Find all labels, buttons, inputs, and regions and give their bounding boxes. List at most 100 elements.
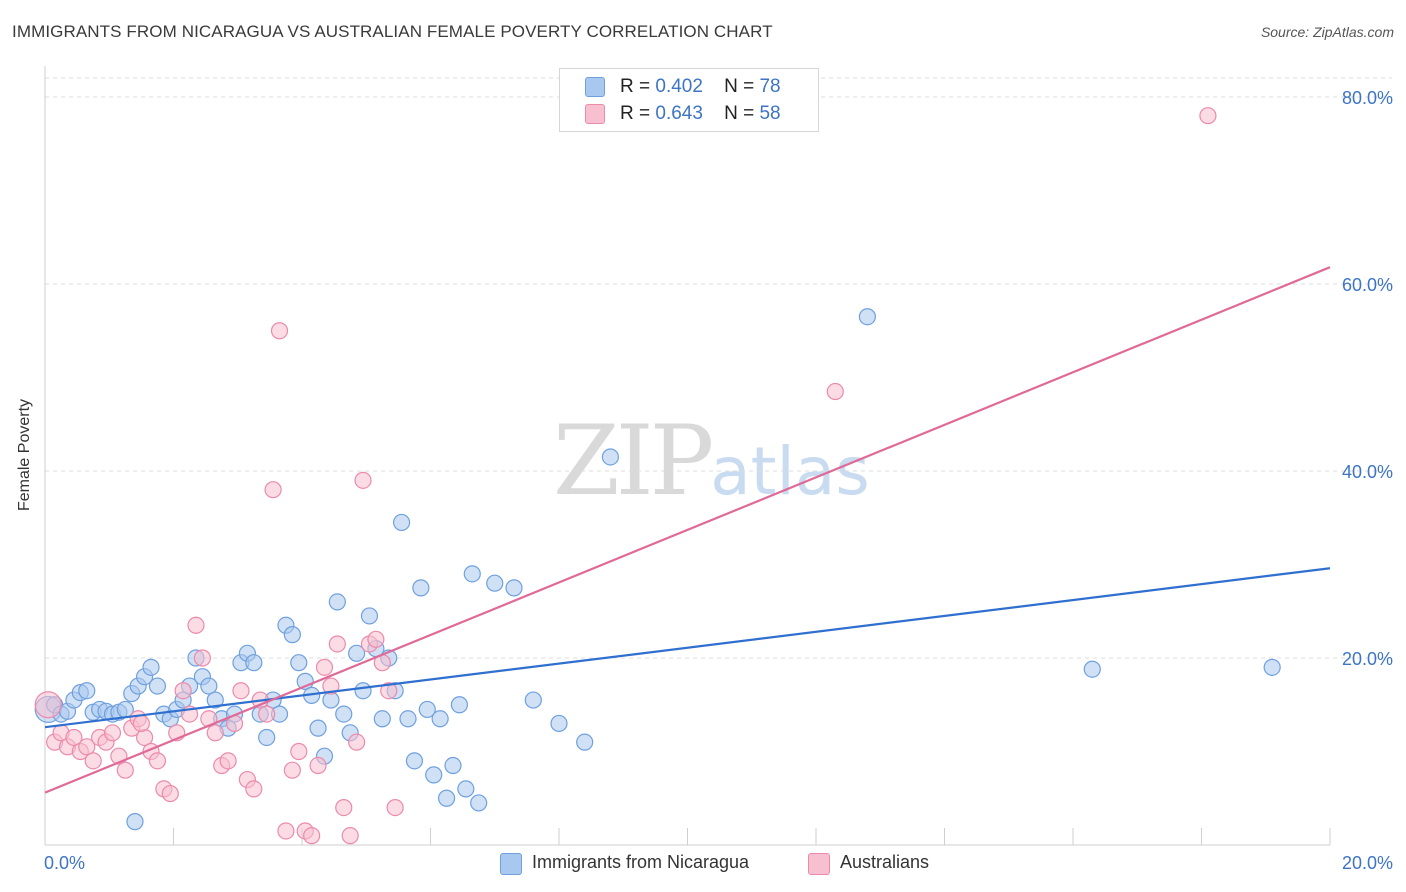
point-nicaragua	[1083, 660, 1101, 678]
point-nicaragua	[858, 308, 877, 326]
watermark-zip: ZIP	[553, 405, 714, 517]
point-nicaragua	[392, 513, 411, 532]
legend-swatch-nicaragua	[585, 77, 605, 97]
legend-n-label: N =	[724, 103, 755, 124]
point-australians	[34, 691, 62, 719]
point-australians	[322, 677, 340, 695]
point-australians	[78, 738, 96, 756]
point-australians	[341, 827, 359, 845]
point-nicaragua	[148, 677, 167, 695]
y-axis-title: Female Poverty	[16, 398, 33, 512]
point-nicaragua	[418, 700, 436, 719]
point-nicaragua	[373, 710, 391, 728]
point-nicaragua	[437, 789, 456, 807]
point-nicaragua	[206, 691, 224, 709]
point-australians	[116, 761, 134, 779]
point-nicaragua	[425, 766, 443, 784]
trendline-nicaragua	[44, 567, 1331, 729]
point-nicaragua	[405, 752, 424, 770]
point-australians	[65, 728, 83, 747]
point-nicaragua	[576, 733, 594, 751]
legend-r-value: 0.402	[655, 76, 703, 97]
point-australians	[84, 752, 102, 770]
point-australians	[380, 682, 398, 700]
legend-r-value: 0.643	[655, 103, 703, 124]
legend-label-nicaragua: Immigrants from Nicaragua	[532, 852, 750, 872]
point-australians	[386, 798, 404, 817]
legend-swatch-australians	[585, 104, 605, 124]
point-nicaragua	[463, 565, 481, 583]
correlation-legend: R = 0.402 N = 78 R = 0.643 N = 58	[559, 68, 819, 132]
point-nicaragua	[354, 682, 372, 700]
point-nicaragua	[348, 644, 366, 662]
point-nicaragua	[290, 654, 308, 672]
point-australians	[245, 780, 263, 798]
point-nicaragua	[470, 794, 488, 812]
legend-r-label: R =	[620, 76, 651, 97]
point-nicaragua	[309, 719, 327, 737]
point-australians	[283, 761, 301, 779]
point-nicaragua	[450, 696, 469, 714]
point-nicaragua	[457, 780, 475, 798]
point-australians	[161, 784, 179, 803]
source-label: Source: ZipAtlas.com	[1260, 24, 1394, 40]
point-australians	[309, 756, 327, 775]
point-australians	[1199, 107, 1217, 125]
point-nicaragua	[360, 607, 379, 625]
point-nicaragua	[126, 813, 144, 831]
point-nicaragua	[412, 579, 430, 597]
point-australians	[219, 752, 237, 770]
point-australians	[270, 322, 289, 340]
y-tick-label: 20.0%	[1342, 649, 1393, 669]
point-australians	[206, 724, 224, 742]
point-australians	[290, 742, 308, 761]
point-nicaragua	[335, 705, 353, 723]
point-nicaragua	[142, 658, 160, 676]
point-australians	[132, 714, 150, 733]
point-australians	[335, 798, 353, 817]
legend-swatch-nicaragua	[500, 853, 522, 875]
point-australians	[367, 630, 385, 648]
point-nicaragua	[78, 682, 96, 700]
point-nicaragua	[328, 593, 346, 611]
point-australians	[264, 481, 282, 499]
point-australians	[187, 616, 205, 634]
y-tick-label: 80.0%	[1342, 88, 1393, 108]
y-tick-label: 40.0%	[1342, 462, 1393, 482]
point-nicaragua	[550, 714, 568, 733]
point-nicaragua	[258, 728, 276, 747]
legend-n-label: N =	[724, 76, 755, 97]
legend-swatch-australians	[808, 853, 830, 875]
trendline-australians	[44, 266, 1331, 794]
legend-n-value: 78	[759, 76, 781, 97]
x-tick-label: 0.0%	[44, 853, 85, 873]
point-australians	[103, 724, 122, 742]
point-nicaragua	[399, 710, 417, 728]
point-australians	[354, 471, 372, 489]
point-nicaragua	[283, 626, 301, 644]
point-australians	[277, 822, 295, 840]
point-nicaragua	[1263, 658, 1281, 676]
point-australians	[174, 682, 192, 700]
point-australians	[315, 658, 334, 676]
legend-n-value: 58	[759, 103, 781, 124]
point-nicaragua	[200, 677, 218, 695]
point-australians	[328, 635, 346, 653]
point-nicaragua	[524, 691, 542, 709]
point-australians	[232, 682, 250, 700]
watermark: ZIPatlas	[553, 405, 870, 517]
point-australians	[148, 752, 167, 770]
point-nicaragua	[601, 448, 620, 466]
chart-title: IMMIGRANTS FROM NICARAGUA VS AUSTRALIAN …	[12, 22, 773, 41]
legend-label-australians: Australians	[840, 852, 930, 872]
point-nicaragua	[245, 654, 263, 672]
point-nicaragua	[505, 579, 523, 597]
point-australians	[348, 733, 366, 751]
point-nicaragua	[444, 756, 462, 775]
point-nicaragua	[431, 710, 449, 728]
point-australians	[303, 827, 321, 845]
point-nicaragua	[486, 574, 504, 592]
point-australians	[826, 382, 844, 401]
point-australians	[193, 649, 212, 667]
